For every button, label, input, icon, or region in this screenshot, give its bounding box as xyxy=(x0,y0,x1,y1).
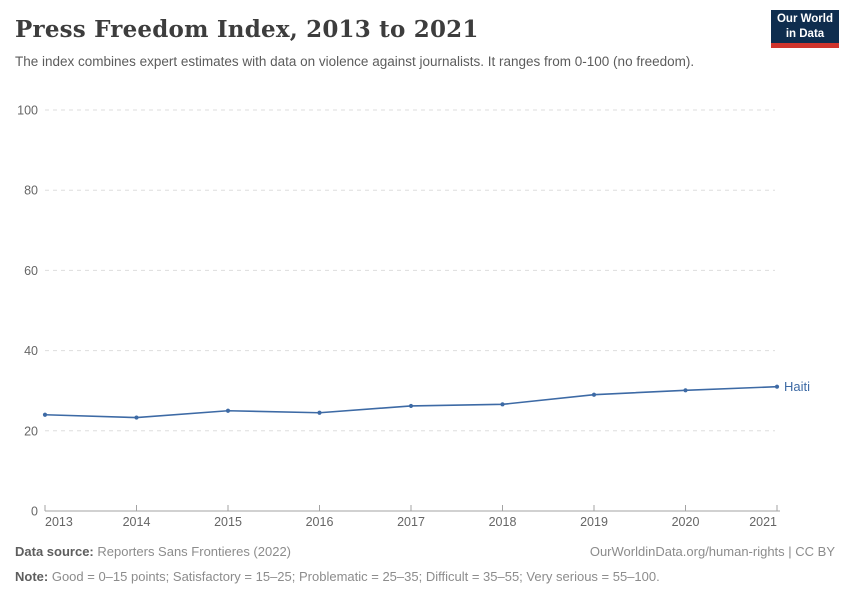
series-line-haiti xyxy=(44,385,778,419)
owid-logo[interactable]: Our World in Data xyxy=(771,10,839,48)
data-point-haiti-2017[interactable] xyxy=(408,403,414,409)
data-point-haiti-2020[interactable] xyxy=(683,388,688,393)
data-point-haiti-2014[interactable] xyxy=(134,415,139,420)
line-chart-svg: 0 20 40 60 80 100 2013 2014 2015 2016 2017 2018 2019… xyxy=(17,104,810,530)
note-label: Note: xyxy=(15,569,49,584)
owid-logo-line2: in Data xyxy=(785,27,825,40)
x-axis-tick-label-2017: 2017 xyxy=(397,515,425,529)
y-axis-tick-label-100: 100 xyxy=(17,104,38,118)
x-axis-tick-label-2015: 2015 xyxy=(214,515,242,529)
data-source-label: Data source: xyxy=(15,544,94,559)
y-axis-tick-label-20: 20 xyxy=(24,424,38,438)
chart-subtitle: The index combines expert estimates with… xyxy=(15,54,695,69)
x-axis-tick-label-2020: 2020 xyxy=(672,515,700,529)
data-point-haiti-2013[interactable] xyxy=(42,412,48,417)
y-axis-tick-label-80: 80 xyxy=(24,184,38,198)
y-axis-tick-label-60: 60 xyxy=(24,264,38,278)
data-point-haiti-2015[interactable] xyxy=(225,408,231,413)
y-axis-tick-label-40: 40 xyxy=(24,344,38,358)
x-axis-tick-label-2014: 2014 xyxy=(123,515,151,529)
chart-title: Press Freedom Index, 2013 to 2021 xyxy=(15,16,479,43)
data-point-haiti-2016[interactable] xyxy=(317,410,322,415)
data-point-haiti-2019[interactable] xyxy=(591,392,597,397)
line-chart: 0 20 40 60 80 100 2013 2014 2015 2016 2017 2018 2019… xyxy=(0,95,850,540)
owid-logo-line1: Our World xyxy=(776,13,833,26)
series-label-haiti[interactable]: Haiti xyxy=(784,379,810,394)
x-axis-tick-label-2018: 2018 xyxy=(489,515,517,529)
data-source-line: Data source: Reporters Sans Frontieres (… xyxy=(15,544,291,559)
x-axis-tick-label-2019: 2019 xyxy=(580,515,608,529)
data-source-value: Reporters Sans Frontieres (2022) xyxy=(93,544,292,559)
chart-footer: Data source: Reporters Sans Frontieres (… xyxy=(15,544,835,584)
data-point-haiti-2021[interactable] xyxy=(774,384,780,389)
y-axis-tick-label-0: 0 xyxy=(31,505,38,519)
note-line: Note: Good = 0–15 points; Satisfactory =… xyxy=(15,569,835,584)
owid-url-link[interactable]: OurWorldinData.org/human-rights | CC BY xyxy=(589,544,835,559)
x-axis-tick-label-2016: 2016 xyxy=(306,515,334,529)
x-axis-tick-label-2021: 2021 xyxy=(749,515,777,529)
x-axis-tick-label-2013: 2013 xyxy=(45,515,73,529)
note-value: Good = 0–15 points; Satisfactory = 15–25… xyxy=(48,569,660,584)
data-point-haiti-2018[interactable] xyxy=(500,402,505,407)
